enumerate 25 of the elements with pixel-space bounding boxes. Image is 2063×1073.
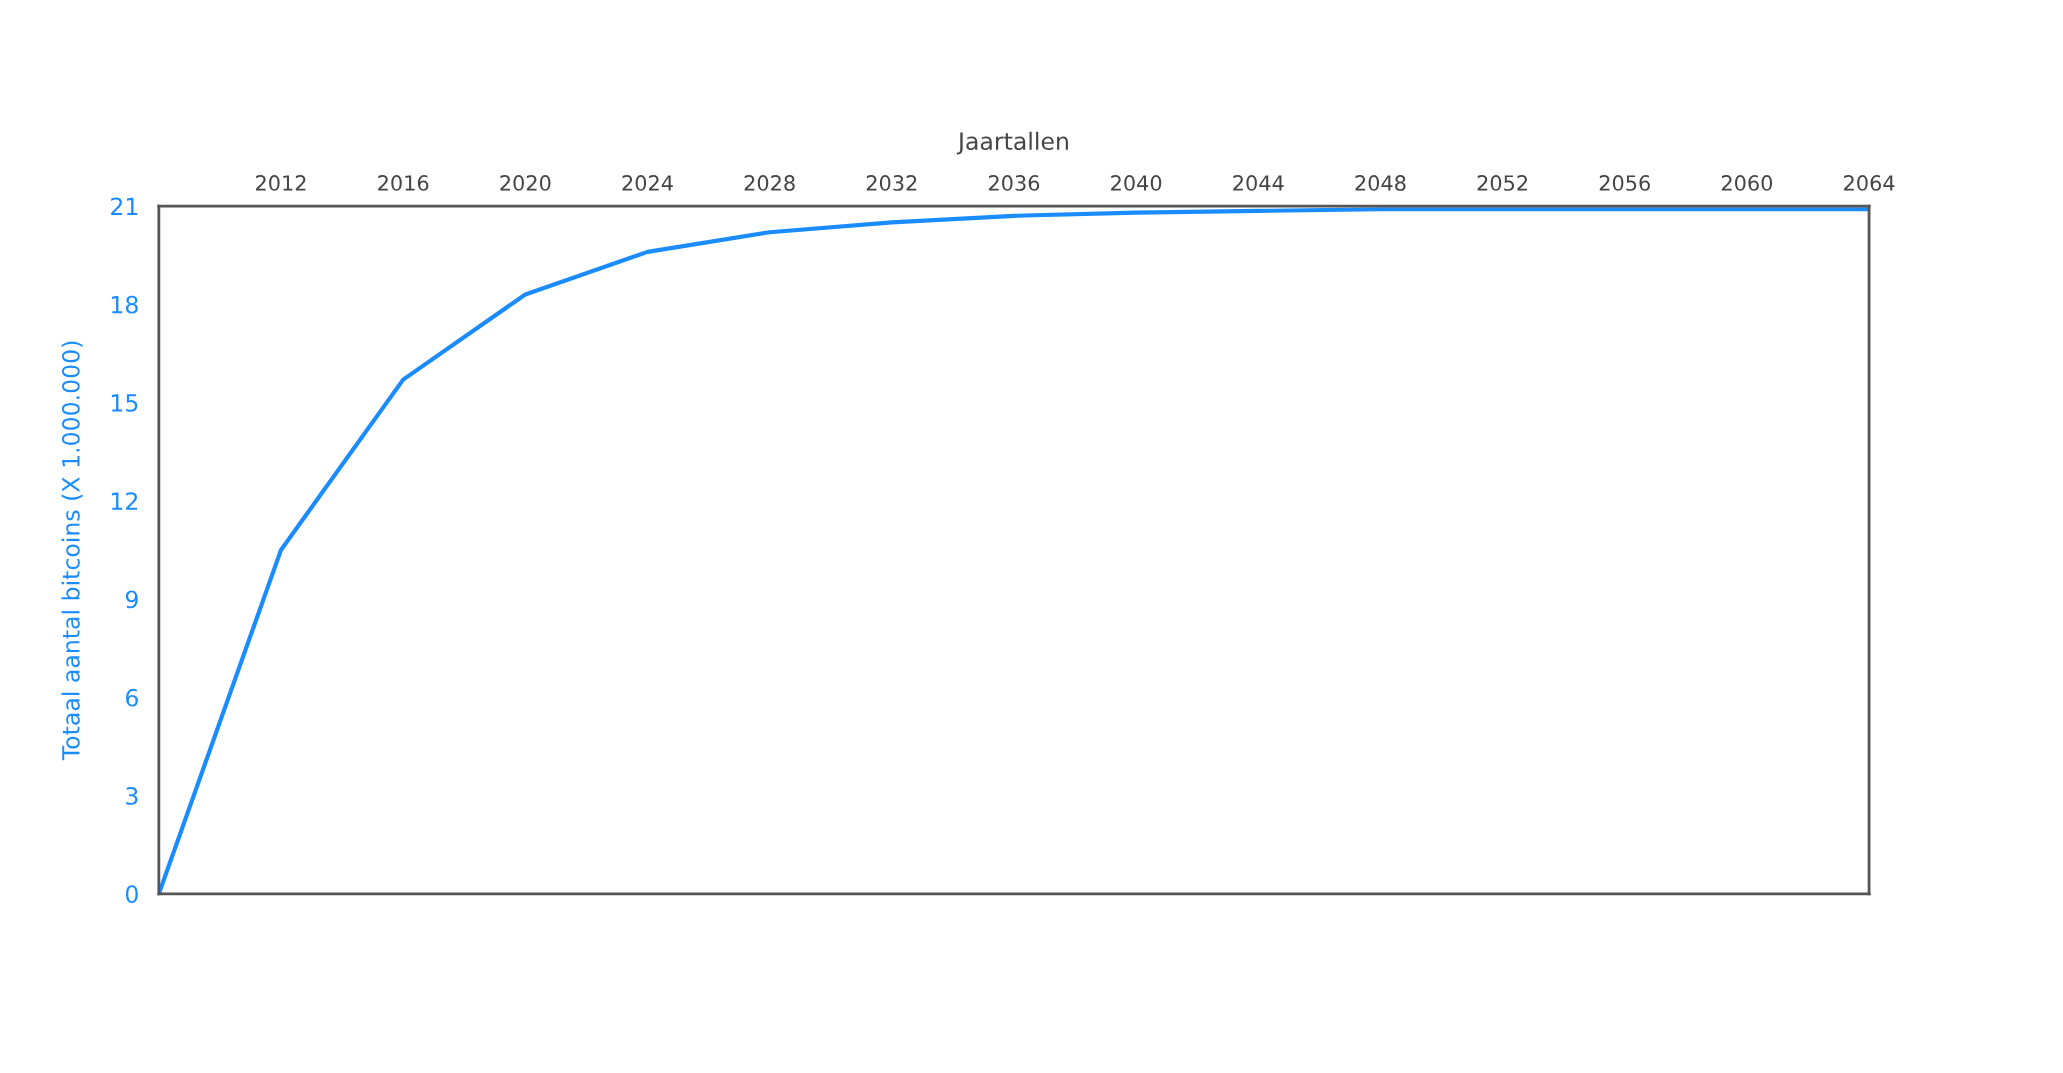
x-tick-label: 2024 xyxy=(622,175,673,191)
x-tick-label: 2048 xyxy=(1355,175,1406,191)
x-tick-label: 2064 xyxy=(1844,175,1895,191)
x-tick-label: 2020 xyxy=(500,175,551,191)
x-tick-label: 2016 xyxy=(378,175,429,191)
x-tick-label: 2028 xyxy=(744,175,795,191)
y-tick-label: 15 xyxy=(111,394,138,412)
y-tick-label: 0 xyxy=(125,885,138,904)
x-tick-label: 2040 xyxy=(1111,175,1162,191)
y-tick-label: 3 xyxy=(126,787,138,805)
y-axis-title: Totaal aantal bitcoins (X 1.000.000) xyxy=(61,341,83,761)
y-tick-label: 9 xyxy=(125,590,138,609)
x-tick-label: 2060 xyxy=(1721,175,1773,191)
x-tick-label: 2012 xyxy=(256,175,306,191)
y-tick-label: 12 xyxy=(111,492,138,510)
y-tick-label: 18 xyxy=(111,295,138,314)
y-tick-label: 6 xyxy=(126,688,138,707)
x-tick-label: 2056 xyxy=(1599,175,1650,191)
x-tick-label: 2036 xyxy=(988,175,1040,191)
x-axis-title: Jaartallen xyxy=(956,131,1068,155)
x-tick-label: 2052 xyxy=(1477,175,1528,191)
line-series xyxy=(158,207,1870,894)
y-tick-label: 21 xyxy=(111,197,138,215)
x-tick-label: 2044 xyxy=(1233,175,1284,191)
x-tick-label: 2032 xyxy=(866,175,917,191)
